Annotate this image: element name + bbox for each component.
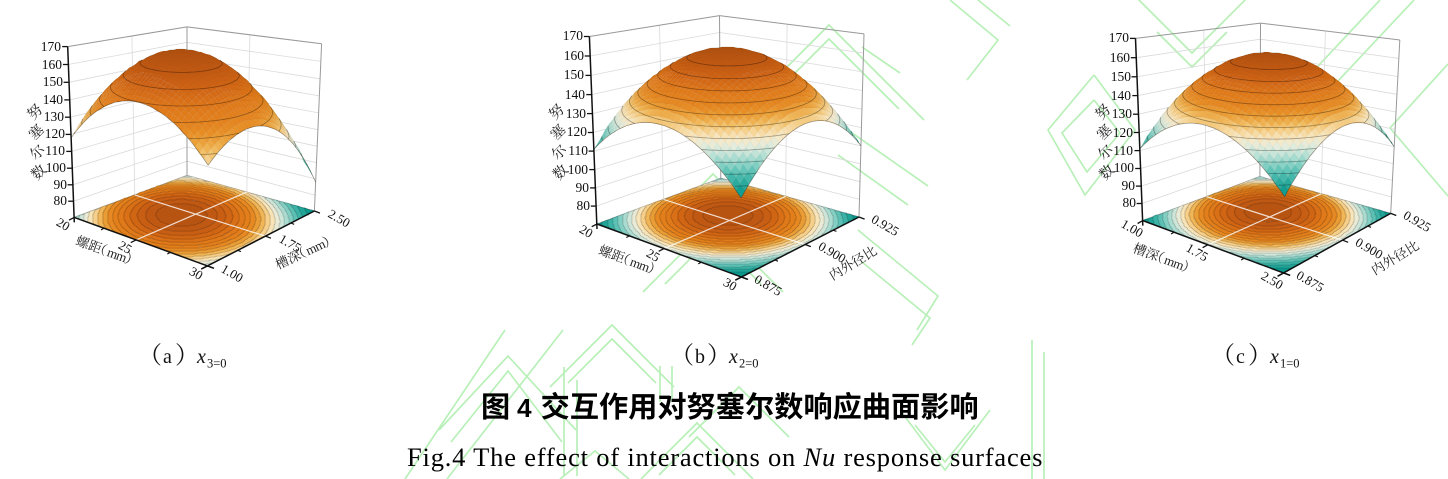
- svg-text:80: 80: [54, 193, 68, 208]
- svg-text:150: 150: [43, 74, 64, 89]
- svg-text:2=0: 2=0: [739, 357, 759, 371]
- svg-text:100: 100: [568, 162, 589, 177]
- svg-text:140: 140: [1111, 88, 1132, 103]
- svg-text:b: b: [695, 346, 705, 368]
- svg-text:90: 90: [1122, 178, 1136, 193]
- svg-text:110: 110: [1113, 143, 1133, 158]
- svg-text:130: 130: [44, 109, 65, 124]
- svg-text:140: 140: [565, 87, 586, 102]
- svg-text:x: x: [1269, 346, 1279, 368]
- svg-text:160: 160: [1110, 50, 1131, 65]
- svg-text:120: 120: [45, 126, 66, 141]
- svg-text:100: 100: [46, 160, 67, 175]
- svg-text:90: 90: [576, 180, 590, 195]
- svg-text:Fig.4 The effect of interactio: Fig.4 The effect of interactions on Nu r…: [407, 442, 1043, 472]
- svg-text:110: 110: [568, 143, 588, 158]
- svg-text:4: 4: [517, 393, 532, 423]
- svg-text:20: 20: [54, 214, 73, 233]
- svg-text:120: 120: [567, 124, 588, 139]
- svg-text:3=0: 3=0: [207, 357, 227, 371]
- svg-text:120: 120: [1113, 125, 1134, 140]
- svg-text:1=0: 1=0: [1280, 357, 1300, 371]
- svg-text:150: 150: [1111, 69, 1132, 84]
- svg-text:x: x: [196, 346, 206, 368]
- svg-text:110: 110: [45, 143, 65, 158]
- svg-text:160: 160: [564, 48, 585, 63]
- svg-text:80: 80: [577, 198, 591, 213]
- svg-text:20: 20: [577, 221, 596, 240]
- svg-text:130: 130: [1112, 106, 1133, 121]
- svg-text:170: 170: [1109, 30, 1130, 45]
- svg-text:130: 130: [566, 106, 587, 121]
- svg-text:80: 80: [1123, 195, 1137, 210]
- svg-text:170: 170: [563, 28, 584, 43]
- svg-text:150: 150: [564, 67, 585, 82]
- svg-text:x: x: [728, 346, 738, 368]
- svg-text:30: 30: [721, 274, 740, 293]
- svg-text:140: 140: [43, 92, 64, 107]
- svg-text:30: 30: [187, 263, 206, 282]
- svg-text:a: a: [163, 346, 172, 368]
- svg-text:100: 100: [1114, 160, 1135, 175]
- svg-text:c: c: [1236, 346, 1245, 368]
- svg-text:160: 160: [42, 57, 63, 72]
- svg-text:90: 90: [54, 177, 68, 192]
- svg-text:25: 25: [116, 237, 135, 256]
- svg-text:25: 25: [644, 245, 663, 264]
- svg-text:170: 170: [41, 39, 62, 54]
